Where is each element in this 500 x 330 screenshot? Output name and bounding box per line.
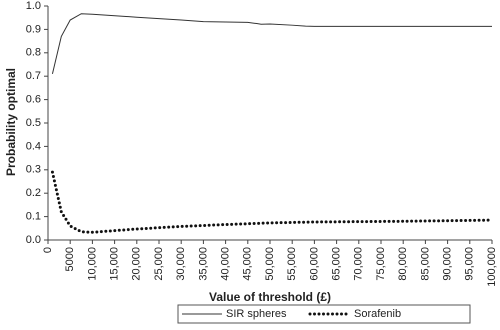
line (51, 13, 492, 74)
y-tick-label: 1.0 (26, 0, 41, 12)
x-tick-label: 90,000 (442, 247, 454, 281)
y-tick-label: 0.6 (26, 94, 41, 106)
legend-label: SIR spheres (226, 308, 287, 320)
x-tick-label: 70,000 (353, 247, 365, 281)
x-tick-label: 50,000 (264, 247, 276, 281)
x-tick-label: 30,000 (175, 247, 187, 281)
y-tick-label: 0.1 (26, 211, 41, 223)
x-tick-label: 95,000 (464, 247, 476, 281)
x-tick-label: 5000 (64, 247, 76, 271)
x-tick-label: 20,000 (131, 247, 143, 281)
y-tick-label: 0.3 (26, 164, 41, 176)
x-tick-label: 60,000 (308, 247, 320, 281)
x-tick-label: 85,000 (419, 247, 431, 281)
y-tick-label: 0.4 (26, 140, 41, 152)
y-tick-label: 0.0 (26, 234, 41, 246)
x-tick-label: 100,000 (486, 247, 498, 287)
x-tick-label: 45,000 (242, 247, 254, 281)
y-tick-label: 0.8 (26, 47, 41, 59)
x-tick-label: 65,000 (331, 247, 343, 281)
line (50, 170, 494, 234)
y-tick-label: 0.7 (26, 70, 41, 82)
x-axis-label: Value of threshold (£) (209, 290, 331, 304)
legend-box (177, 304, 471, 324)
x-tick-label: 40,000 (220, 247, 232, 281)
x-tick-label: 80,000 (397, 247, 409, 281)
y-tick-label: 0.2 (26, 187, 41, 199)
x-tick-label: 35,000 (197, 247, 209, 281)
x-tick-label: 10,000 (86, 247, 98, 281)
x-tick-label: 75,000 (375, 247, 387, 281)
x-tick-label: 25,000 (153, 247, 165, 281)
x-tick-label: 0 (42, 247, 54, 253)
y-tick-label: 0.9 (26, 23, 41, 35)
x-tick-label: 15,000 (109, 247, 121, 281)
legend-label: Sorafenib (354, 308, 401, 320)
y-tick-label: 0.5 (26, 117, 41, 129)
y-axis-label: Probability optimal (4, 68, 18, 176)
x-tick-label: 55,000 (286, 247, 298, 281)
